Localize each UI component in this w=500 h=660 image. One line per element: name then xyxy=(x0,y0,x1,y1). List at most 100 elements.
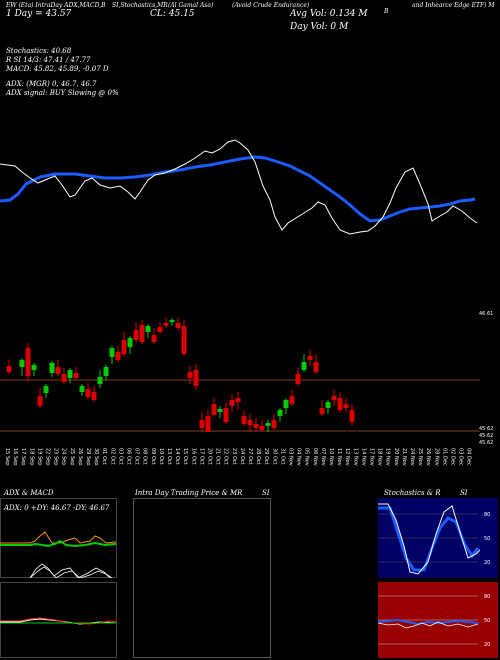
date-tick-label: 29 Oct xyxy=(263,448,269,465)
date-tick-label: 02 Oct xyxy=(109,448,115,465)
candle-body xyxy=(49,363,55,373)
candle-body xyxy=(91,392,97,400)
candle-body xyxy=(145,326,151,332)
candle-body xyxy=(343,404,349,408)
date-tick-label: 26 Sep xyxy=(77,448,83,465)
macd-line-1 xyxy=(29,563,111,578)
candle-body xyxy=(85,389,91,397)
candlestick-chart xyxy=(0,318,480,432)
candle-body xyxy=(79,386,85,392)
candle-body xyxy=(331,396,337,400)
candle-body xyxy=(37,396,43,406)
candle-body xyxy=(61,374,67,382)
candle-body xyxy=(25,348,31,376)
candle-body xyxy=(97,377,103,384)
date-tick-label: 16 Sep xyxy=(12,448,18,465)
adx-signal-line xyxy=(0,539,117,548)
adx-signal: ADX signal: BUY Slowing @ 0% xyxy=(6,89,119,97)
date-tick-label: 28 Nov xyxy=(433,448,439,466)
date-tick-label: 03 Oct xyxy=(117,448,123,465)
candle-body xyxy=(313,362,319,372)
candle-body xyxy=(229,400,235,406)
date-tick-label: 25 Nov xyxy=(417,448,423,466)
date-tick-label: 19 Nov xyxy=(385,448,391,466)
candle-body xyxy=(121,340,127,354)
adx-plus-line xyxy=(0,531,117,544)
date-tick-label: 24 Oct xyxy=(239,448,245,465)
candle-body xyxy=(139,325,145,342)
candle-body xyxy=(115,352,121,360)
date-tick-label: 20 Oct xyxy=(207,448,213,465)
date-tick-label: 30 Sep xyxy=(93,448,99,465)
stoch-tick-50: 50 xyxy=(484,536,490,542)
date-tick-label: 01 Oct xyxy=(101,448,107,465)
macd-panel xyxy=(0,582,117,658)
candle-body xyxy=(259,426,265,430)
candle-body xyxy=(187,372,193,378)
candle-body xyxy=(277,410,283,416)
price-ma-chart: 46.61 xyxy=(0,139,478,235)
candle-body xyxy=(133,330,139,340)
date-tick-label: 04 Dec xyxy=(466,448,472,466)
date-tick-label: 05 Nov xyxy=(304,448,310,466)
date-tick-label: 21 Oct xyxy=(215,448,221,465)
candle-body xyxy=(235,398,241,402)
date-tick-label: 26 Nov xyxy=(425,448,431,466)
date-tick-label: 17 Oct xyxy=(198,448,204,465)
date-tick-label: 03 Dec xyxy=(458,448,464,466)
stoch-tick-80: 80 xyxy=(484,512,490,518)
date-tick-label: 06 Oct xyxy=(126,448,132,465)
date-tick-label: 11 Nov xyxy=(336,448,342,466)
candle-body xyxy=(181,326,187,354)
date-tick-label: 22 Sep xyxy=(45,448,51,465)
candle-body xyxy=(19,360,25,367)
candle-body xyxy=(205,416,211,432)
date-tick-label: 13 Nov xyxy=(352,448,358,466)
close-label: CL: 45.15 xyxy=(150,9,195,19)
candle-body xyxy=(127,338,133,347)
candle-body xyxy=(175,323,181,328)
candle-body xyxy=(283,400,289,408)
day-range-label: 1 Day = 43.57 xyxy=(6,9,72,19)
mr-panel xyxy=(133,498,271,658)
date-tick-label: 16 Oct xyxy=(190,448,196,465)
candle-body xyxy=(349,410,355,422)
candle-body xyxy=(301,362,307,370)
date-tick-label: 09 Oct xyxy=(150,448,156,465)
b-marker: B xyxy=(384,8,389,15)
rsi-tick-50: 50 xyxy=(484,618,490,624)
date-tick-label: 15 Sep xyxy=(4,448,10,465)
macd-line-2 xyxy=(29,566,113,578)
candle-body xyxy=(169,320,175,322)
date-tick-label: 22 Oct xyxy=(223,448,229,465)
adx-panel: ADX: 0 +DY: 46.67 -DY: 46.67 xyxy=(0,498,117,578)
date-tick-label: 13 Oct xyxy=(166,448,172,465)
candle-body xyxy=(199,420,205,428)
candle-body xyxy=(271,420,277,428)
header-title: EW (Eta) IntraDay ADX,MACD,B xyxy=(6,2,106,9)
date-tick-label: 17 Nov xyxy=(369,448,375,466)
date-tick-label: 17 Sep xyxy=(20,448,26,465)
header-indicators: SI,Stochastics,MR xyxy=(112,2,168,9)
candle-body xyxy=(319,408,325,414)
rsi-line xyxy=(378,618,479,626)
date-tick-label: 14 Oct xyxy=(174,448,180,465)
candle-body xyxy=(103,367,109,376)
stoch-panel-title: Stochastics & R xyxy=(384,489,441,497)
date-tick-label: 20 Nov xyxy=(393,448,399,466)
mr-panel-si: SI xyxy=(262,489,270,497)
candle-body xyxy=(31,365,37,370)
rsi-value: R SI 14/3: 47.41 / 47.77 xyxy=(6,56,91,64)
candle-body xyxy=(295,374,301,384)
rsi-tick-80: 80 xyxy=(484,594,490,600)
macd-value: MACD: 45.82, 45.89, -0.07 D xyxy=(6,65,109,73)
header-fund-name: (Avoid Crude Endurance) xyxy=(232,2,310,9)
rsi-tick-20: 20 xyxy=(484,642,490,648)
date-tick-label: 15 Oct xyxy=(182,448,188,465)
date-tick-label: 14 Nov xyxy=(360,448,366,466)
header-company: (Al Gamal Asa) xyxy=(168,2,214,9)
macd-signal-line xyxy=(0,617,117,625)
candle-body xyxy=(43,386,49,393)
adx-macd-title: ADX & MACD xyxy=(4,489,54,497)
date-tick-label: 18 Sep xyxy=(28,448,34,465)
